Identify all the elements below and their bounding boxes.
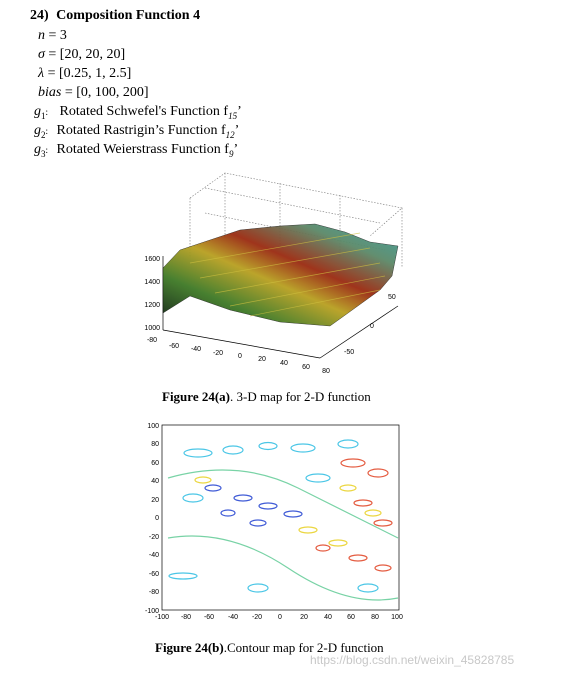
param-n: n = 3 [38,28,67,43]
x-tick: -20 [252,614,262,621]
x-tick: 40 [324,614,332,621]
x-tick: -20 [213,350,223,357]
surface-mesh [162,223,399,327]
watermark: https://blog.csdn.net/weixin_45828785 [310,653,515,667]
surface-plot: 1600 1400 1200 1000 -80 -60 -40 -20 0 20… [144,172,403,375]
param-lambda: λ = [0.25, 1, 2.5] [38,66,132,81]
contour-lines [167,439,399,601]
contour-plot-area [161,424,400,611]
y-tick: 20 [151,497,159,504]
y-tick: 100 [147,423,159,430]
x-tick: -40 [228,614,238,621]
component-g1: g1: Rotated Schwefel's Function f15’ [34,104,242,121]
x-tick: 80 [371,614,379,621]
surface-grid-box [189,172,403,268]
y-tick: 80 [151,441,159,448]
figure-b-caption: Figure 24(b).Contour map for 2-D functio… [155,640,384,655]
x-tick: 20 [300,614,308,621]
y-tick: -100 [145,608,159,615]
x-tick: -80 [147,337,157,344]
y-tick: -20 [149,534,159,541]
param-bias: bias = [0, 100, 200] [38,85,149,100]
y-tick: 0 [370,323,374,330]
component-g3: g3: Rotated Weierstrass Function f9’ [34,142,239,159]
surface-x-ticks: -80 -60 -40 -20 0 20 40 60 80 [147,337,330,375]
contour-x-ticks: -100 -80 -60 -40 -20 0 20 40 60 80 100 [155,614,403,621]
surface-y-ticks: -50 0 50 [344,294,396,356]
figure-a-caption: Figure 24(a). 3-D map for 2-D function [162,389,371,404]
contour-y-ticks: 100 80 60 40 20 0 -20 -40 -60 -80 -100 [145,423,159,615]
x-tick: -100 [155,614,169,621]
y-tick: 40 [151,478,159,485]
component-g2: g2: Rotated Rastrigin’s Function f12’ [34,123,240,140]
y-tick: 0 [155,515,159,522]
x-tick: -60 [204,614,214,621]
x-tick: -80 [181,614,191,621]
y-tick: -60 [149,571,159,578]
x-tick: 60 [347,614,355,621]
x-tick: -40 [191,346,201,353]
z-tick-1400: 1400 [144,279,160,286]
x-tick: 100 [391,614,403,621]
y-tick: -50 [344,349,354,356]
x-tick: 20 [258,356,266,363]
x-tick: 80 [322,368,330,375]
x-tick: 60 [302,364,310,371]
surface-ridges [189,232,386,317]
x-tick: -60 [169,343,179,350]
surface-z-ticks: 1600 1400 1200 1000 [144,256,160,332]
y-tick: -40 [149,552,159,559]
y-tick: 60 [151,460,159,467]
y-tick: 50 [388,294,396,301]
z-tick-1000: 1000 [144,325,160,332]
x-tick: 0 [278,614,282,621]
x-tick: 40 [280,360,288,367]
z-tick-1200: 1200 [144,302,160,309]
section-number: 24) [30,8,49,23]
section-title: Composition Function 4 [56,8,201,23]
param-sigma: σ = [20, 20, 20] [38,47,126,62]
z-tick-1600: 1600 [144,256,160,263]
contour-plot: 100 80 60 40 20 0 -20 -40 -60 -80 -100 -… [145,423,403,621]
y-tick: -80 [149,589,159,596]
x-tick: 0 [238,353,242,360]
section-heading: 24) Composition Function 4 [30,8,200,24]
